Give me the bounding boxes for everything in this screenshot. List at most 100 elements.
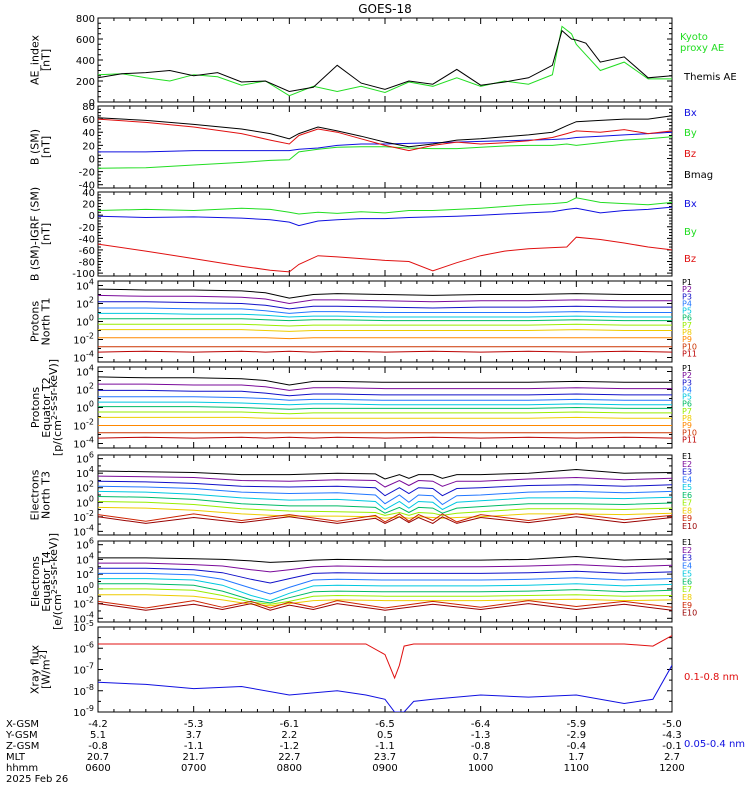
legend-label: 0.1-0.8 nm	[684, 672, 739, 683]
y-axis-label: [nT]	[40, 49, 53, 71]
y-tick-label: 106	[76, 537, 94, 552]
y-tick-label: 10-9	[73, 704, 94, 719]
legend-label: E10	[682, 522, 697, 531]
legend-label: E6	[682, 491, 692, 500]
legend-label: P5	[682, 307, 692, 316]
y-tick-label: 60	[82, 115, 95, 126]
ephemeris-value: 0800	[277, 763, 302, 774]
ephemeris-value: -5.3	[184, 719, 204, 730]
legend-label: P2	[682, 285, 692, 294]
ephemeris-value: -0.8	[88, 741, 108, 752]
y-tick-label: 104	[76, 278, 94, 293]
ephemeris-value: -5.0	[662, 719, 682, 730]
legend-label: Bz	[684, 254, 696, 265]
legend-label: proxy AE	[680, 43, 724, 54]
series-line-p4	[98, 307, 672, 314]
y-tick-label: -40	[79, 181, 95, 192]
series-line-bz	[98, 118, 672, 152]
y-tick-label: 10-4	[73, 436, 94, 451]
legend-label: E1	[682, 538, 692, 547]
y-tick-label: 10-8	[73, 683, 94, 698]
legend-label: Kyoto	[680, 32, 708, 43]
y-axis-label: [e/(cm2-s-sr-keV)]	[47, 533, 64, 630]
legend-label: By	[684, 227, 697, 238]
y-tick-label: -60	[79, 246, 95, 257]
ephemeris-value: -0.4	[567, 741, 587, 752]
ephemeris-value: 1000	[468, 763, 493, 774]
series-line-e7	[98, 501, 672, 516]
y-tick-label: 10-6	[73, 640, 94, 655]
series-line-e4	[98, 485, 672, 506]
series-line-themis-ae	[98, 29, 672, 93]
series-line-0.05-0.4-nm	[98, 665, 672, 712]
series-line-p3	[98, 389, 672, 397]
ephemeris-value: -5.9	[567, 719, 587, 730]
series-line-e6	[98, 583, 672, 604]
series-line-e7	[98, 588, 672, 605]
legend-label: E9	[682, 514, 692, 523]
series-line-e6	[98, 496, 672, 514]
y-tick-label: 106	[76, 451, 94, 466]
series-line-e5	[98, 490, 672, 511]
y-tick-label: 100	[76, 400, 94, 415]
y-tick-label: 102	[76, 382, 94, 397]
series-line-e10	[98, 603, 672, 611]
ephemeris-value: 22.7	[278, 752, 300, 763]
y-tick-label: 10-4	[73, 610, 94, 625]
series-line-p5	[98, 312, 672, 318]
ephemeris-row-label: Y-GSM	[5, 730, 38, 741]
legend-label: P10	[682, 342, 697, 351]
ephemeris-row-label: hhmm	[6, 763, 38, 774]
ephemeris-value: 5.1	[90, 730, 106, 741]
ephemeris-value: 1.7	[568, 752, 584, 763]
legend-label: E5	[682, 483, 692, 492]
y-tick-label: 10-5	[73, 619, 94, 634]
y-tick-label: 10-4	[73, 523, 94, 538]
series-line-p6	[98, 406, 672, 410]
y-tick-label: 0	[89, 98, 95, 109]
legend-label: P3	[682, 292, 692, 301]
legend-label: Bx	[684, 108, 697, 119]
series-line-p11	[98, 436, 672, 439]
legend-label: E4	[682, 475, 692, 484]
legend-label: P9	[682, 421, 692, 430]
legend-label: P10	[682, 428, 697, 437]
legend-label: E3	[682, 554, 692, 563]
y-axis-label: AE_index	[29, 34, 42, 85]
legend-label: By	[684, 128, 697, 139]
y-tick-label: 0	[89, 211, 95, 222]
series-line-bx	[98, 131, 672, 153]
legend-label: P8	[682, 328, 692, 337]
y-tick-label: 10-2	[73, 509, 94, 524]
series-line-e5	[98, 578, 672, 602]
legend-label: E2	[682, 460, 692, 469]
series-line-by	[98, 197, 672, 215]
ephemeris-value: 1100	[564, 763, 589, 774]
y-tick-label: 10-2	[73, 332, 94, 347]
ephemeris-value: 0.7	[473, 752, 489, 763]
legend-label: E3	[682, 468, 692, 477]
ephemeris-value: -2.9	[567, 730, 587, 741]
legend-label: E7	[682, 499, 692, 508]
legend-label: E9	[682, 601, 692, 610]
ephemeris-value: -4.3	[662, 730, 682, 741]
y-tick-label: 40	[82, 188, 95, 199]
legend-label: E8	[682, 593, 692, 602]
ephemeris-table: X-GSMY-GSMZ-GSMMLThhmm-4.25.1-0.820.7060…	[5, 719, 685, 785]
series-line-bmag	[98, 115, 672, 148]
series-line-e8	[98, 506, 672, 519]
series-line-p3	[98, 301, 672, 310]
legend-label: P7	[682, 321, 692, 330]
series-line-kyoto-proxy-ae	[98, 25, 672, 97]
ephemeris-value: -4.2	[88, 719, 108, 730]
y-axis-label: B (SM)-IGRF (SM)	[29, 187, 42, 281]
legend-label: 0.05-0.4 nm	[684, 739, 745, 750]
ephemeris-row-label: X-GSM	[6, 719, 39, 730]
ephemeris-value: -6.5	[375, 719, 395, 730]
ephemeris-value: -6.1	[280, 719, 300, 730]
y-tick-label: 10-7	[73, 662, 94, 677]
series-line-p7	[98, 323, 672, 327]
